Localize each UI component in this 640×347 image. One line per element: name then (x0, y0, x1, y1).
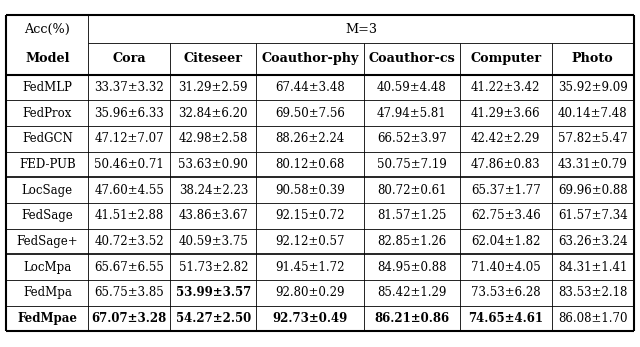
Text: 40.72±3.52: 40.72±3.52 (95, 235, 164, 248)
Text: 62.75±3.46: 62.75±3.46 (471, 209, 541, 222)
Text: FED-PUB: FED-PUB (19, 158, 76, 171)
Text: 41.22±3.42: 41.22±3.42 (471, 81, 540, 94)
Text: 92.73±0.49: 92.73±0.49 (273, 312, 348, 325)
Text: FedMpa: FedMpa (23, 286, 72, 299)
Text: FedSage: FedSage (22, 209, 73, 222)
Text: 38.24±2.23: 38.24±2.23 (179, 184, 248, 197)
Text: 40.59±4.48: 40.59±4.48 (377, 81, 447, 94)
Text: FedProx: FedProx (22, 107, 72, 120)
Text: 69.50±7.56: 69.50±7.56 (275, 107, 345, 120)
Text: 85.42±1.29: 85.42±1.29 (377, 286, 447, 299)
Text: 41.29±3.66: 41.29±3.66 (471, 107, 541, 120)
Text: 47.60±4.55: 47.60±4.55 (94, 184, 164, 197)
Text: 67.07±3.28: 67.07±3.28 (92, 312, 167, 325)
Text: 74.65±4.61: 74.65±4.61 (468, 312, 543, 325)
Text: 92.12±0.57: 92.12±0.57 (275, 235, 345, 248)
Text: 86.21±0.86: 86.21±0.86 (374, 312, 449, 325)
Text: Citeseer: Citeseer (184, 52, 243, 65)
Text: 91.45±1.72: 91.45±1.72 (275, 261, 345, 273)
Text: 43.31±0.79: 43.31±0.79 (557, 158, 627, 171)
Text: 43.86±3.67: 43.86±3.67 (179, 209, 248, 222)
Text: 81.57±1.25: 81.57±1.25 (377, 209, 447, 222)
Text: 92.15±0.72: 92.15±0.72 (275, 209, 345, 222)
Text: Coauthor-phy: Coauthor-phy (261, 52, 359, 65)
Text: 35.96±6.33: 35.96±6.33 (94, 107, 164, 120)
Text: 92.80±0.29: 92.80±0.29 (275, 286, 345, 299)
Text: 47.94±5.81: 47.94±5.81 (377, 107, 447, 120)
Text: FedGCN: FedGCN (22, 132, 73, 145)
Text: 47.12±7.07: 47.12±7.07 (95, 132, 164, 145)
Text: FedMLP: FedMLP (22, 81, 72, 94)
Text: 90.58±0.39: 90.58±0.39 (275, 184, 345, 197)
Text: Photo: Photo (572, 52, 614, 65)
Text: Computer: Computer (470, 52, 541, 65)
Text: 82.85±1.26: 82.85±1.26 (377, 235, 447, 248)
Text: M=3: M=3 (345, 23, 377, 36)
Text: 57.82±5.47: 57.82±5.47 (558, 132, 627, 145)
Text: 51.73±2.82: 51.73±2.82 (179, 261, 248, 273)
Text: FedMpae: FedMpae (17, 312, 77, 325)
Text: 61.57±7.34: 61.57±7.34 (557, 209, 627, 222)
Text: Coauthor-cs: Coauthor-cs (369, 52, 455, 65)
Text: 32.84±6.20: 32.84±6.20 (179, 107, 248, 120)
Text: 40.14±7.48: 40.14±7.48 (558, 107, 627, 120)
Text: 84.95±0.88: 84.95±0.88 (377, 261, 447, 273)
Text: 40.59±3.75: 40.59±3.75 (179, 235, 248, 248)
Text: 63.26±3.24: 63.26±3.24 (558, 235, 627, 248)
Text: 67.44±3.48: 67.44±3.48 (275, 81, 345, 94)
Text: 86.08±1.70: 86.08±1.70 (558, 312, 627, 325)
Text: 53.99±3.57: 53.99±3.57 (176, 286, 251, 299)
Text: 31.29±2.59: 31.29±2.59 (179, 81, 248, 94)
Text: FedSage+: FedSage+ (17, 235, 78, 248)
Text: 83.53±2.18: 83.53±2.18 (558, 286, 627, 299)
Text: 42.98±2.58: 42.98±2.58 (179, 132, 248, 145)
Text: 66.52±3.97: 66.52±3.97 (377, 132, 447, 145)
Text: 84.31±1.41: 84.31±1.41 (558, 261, 627, 273)
Text: Cora: Cora (113, 52, 146, 65)
Text: 42.42±2.29: 42.42±2.29 (471, 132, 540, 145)
Text: 62.04±1.82: 62.04±1.82 (471, 235, 540, 248)
Text: 88.26±2.24: 88.26±2.24 (275, 132, 345, 145)
Text: 80.72±0.61: 80.72±0.61 (377, 184, 447, 197)
Text: Model: Model (25, 52, 70, 65)
Text: 69.96±0.88: 69.96±0.88 (558, 184, 627, 197)
Text: 47.86±0.83: 47.86±0.83 (471, 158, 541, 171)
Text: Acc(%): Acc(%) (24, 23, 70, 36)
Text: 65.75±3.85: 65.75±3.85 (95, 286, 164, 299)
Text: 71.40±4.05: 71.40±4.05 (471, 261, 541, 273)
Text: 50.46±0.71: 50.46±0.71 (95, 158, 164, 171)
Text: 65.67±6.55: 65.67±6.55 (94, 261, 164, 273)
Text: 35.92±9.09: 35.92±9.09 (557, 81, 627, 94)
Text: 80.12±0.68: 80.12±0.68 (275, 158, 345, 171)
Text: 33.37±3.32: 33.37±3.32 (95, 81, 164, 94)
Text: 54.27±2.50: 54.27±2.50 (176, 312, 251, 325)
Text: 53.63±0.90: 53.63±0.90 (179, 158, 248, 171)
Text: 65.37±1.77: 65.37±1.77 (471, 184, 541, 197)
Text: LocMpa: LocMpa (23, 261, 72, 273)
Text: 50.75±7.19: 50.75±7.19 (377, 158, 447, 171)
Text: 41.51±2.88: 41.51±2.88 (95, 209, 164, 222)
Text: LocSage: LocSage (22, 184, 73, 197)
Text: 73.53±6.28: 73.53±6.28 (471, 286, 541, 299)
